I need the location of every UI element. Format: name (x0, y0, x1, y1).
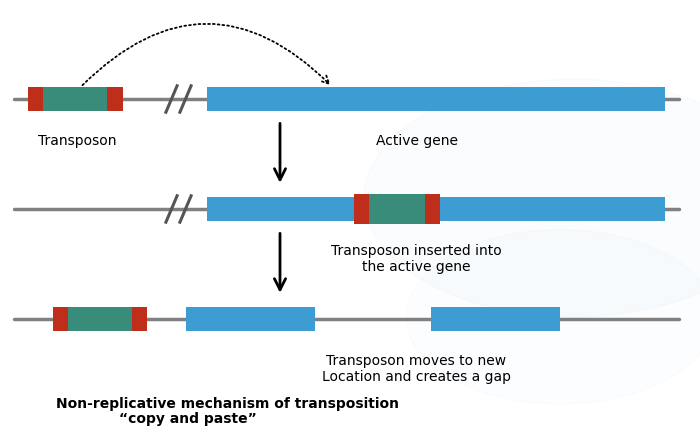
Bar (43, 87, 107, 111)
Text: Transposon inserted into
the active gene: Transposon inserted into the active gene (331, 244, 502, 275)
Text: Transposon moves to new
Location and creates a gap: Transposon moves to new Location and cre… (322, 354, 511, 385)
Bar (369, 194, 425, 224)
Bar (430, 307, 560, 331)
Bar (28, 87, 43, 111)
Bar (425, 194, 440, 224)
Bar (107, 87, 122, 111)
Bar (52, 307, 68, 331)
Bar (186, 307, 315, 331)
Text: Active gene: Active gene (375, 134, 458, 148)
Text: Non-replicative mechanism of transposition: Non-replicative mechanism of transpositi… (56, 397, 399, 411)
Polygon shape (364, 79, 700, 317)
Bar (68, 307, 132, 331)
Text: “copy and paste”: “copy and paste” (119, 412, 257, 426)
Bar (132, 307, 147, 331)
Bar (206, 87, 665, 111)
Bar (206, 197, 354, 221)
Bar (354, 194, 369, 224)
Bar (440, 197, 665, 221)
Text: Transposon: Transposon (38, 134, 116, 148)
